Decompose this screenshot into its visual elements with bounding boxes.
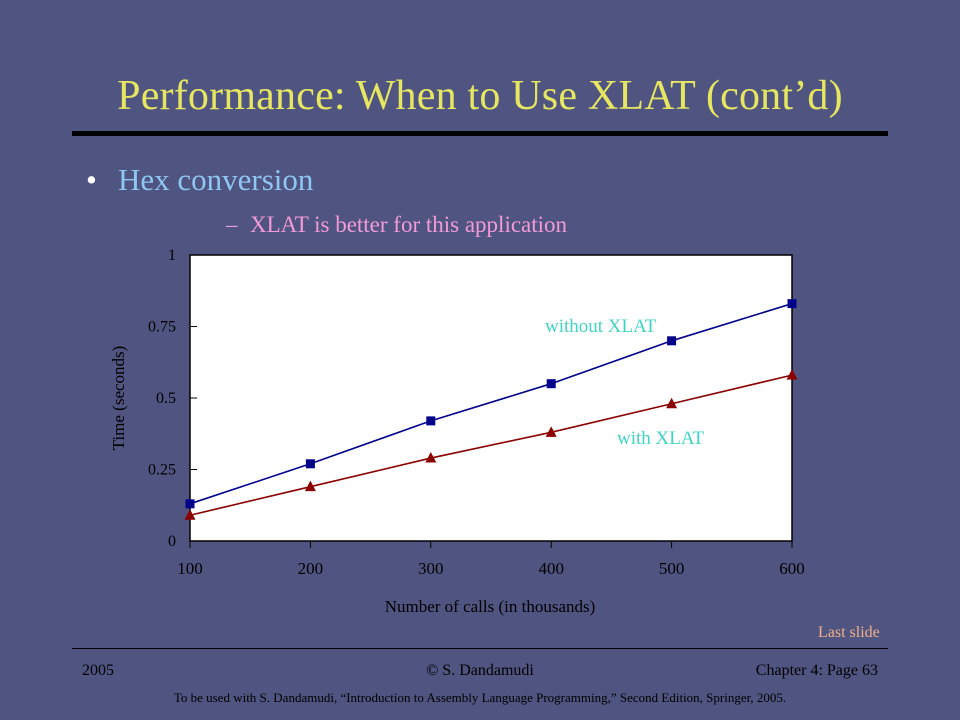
data-point-with-xlat: [666, 397, 678, 409]
y-tick-label: 0.5: [156, 390, 176, 407]
bullet-text: Hex conversion: [118, 162, 314, 197]
data-point-with-xlat: [545, 426, 557, 437]
bullet-dot-icon: •: [86, 162, 97, 197]
y-tick-label: 1: [168, 247, 176, 264]
y-axis-label: Time (seconds): [109, 346, 128, 451]
data-point-with-xlat: [304, 480, 316, 492]
footer-divider: [72, 648, 888, 649]
data-point-without-xlat: [426, 416, 436, 426]
x-tick-label: 600: [779, 559, 805, 578]
sub-bullet-item: – XLAT is better for this application: [226, 212, 567, 238]
y-axis-ticks: 0 0.25 0.5 0.75 1: [148, 247, 197, 550]
data-point-without-xlat: [546, 379, 556, 389]
sub-bullet-dash: –: [226, 212, 238, 237]
data-point-with-xlat: [425, 452, 437, 463]
series-label-with-xlat: with XLAT: [617, 428, 704, 449]
data-point-without-xlat: [185, 499, 195, 509]
title-divider: [72, 131, 888, 136]
data-point-without-xlat: [787, 299, 797, 309]
sub-bullet-text: XLAT is better for this application: [250, 212, 568, 237]
x-axis-ticks: 100 200 300 400 500 600: [177, 541, 805, 578]
bullet-item: • Hex conversion: [86, 162, 313, 198]
series-label-without-xlat: without XLAT: [545, 316, 657, 337]
y-tick-label: 0.25: [148, 462, 176, 479]
x-tick-label: 400: [538, 559, 564, 578]
series-layer: [184, 299, 798, 520]
performance-chart: 0 0.25 0.5 0.75 1 100 200 300 400 500 600 Time (s…: [109, 247, 805, 616]
y-tick-label: 0.75: [148, 319, 176, 336]
footer-author: © S. Dandamudi: [426, 662, 534, 679]
series-line-without-xlat: [189, 302, 793, 505]
footer-page-number: Chapter 4: Page 63: [755, 662, 878, 679]
data-point-without-xlat: [667, 336, 677, 346]
x-axis-label: Number of calls (in thousands): [385, 597, 596, 616]
data-point-without-xlat: [305, 459, 315, 469]
last-slide-link[interactable]: Last slide: [818, 624, 880, 641]
plot-area: [189, 254, 793, 542]
x-tick-label: 300: [418, 559, 444, 578]
x-tick-label: 200: [298, 559, 324, 578]
x-tick-label: 100: [177, 559, 203, 578]
footer-citation: To be used with S. Dandamudi, “Introduct…: [173, 690, 787, 705]
slide-title: Performance: When to Use XLAT (cont’d): [117, 73, 843, 119]
x-tick-label: 500: [659, 559, 685, 578]
series-line-with-xlat: [189, 374, 793, 517]
footer-year: 2005: [82, 662, 114, 679]
data-point-with-xlat: [786, 369, 798, 380]
y-tick-label: 0: [168, 533, 176, 550]
data-point-with-xlat: [184, 509, 196, 520]
